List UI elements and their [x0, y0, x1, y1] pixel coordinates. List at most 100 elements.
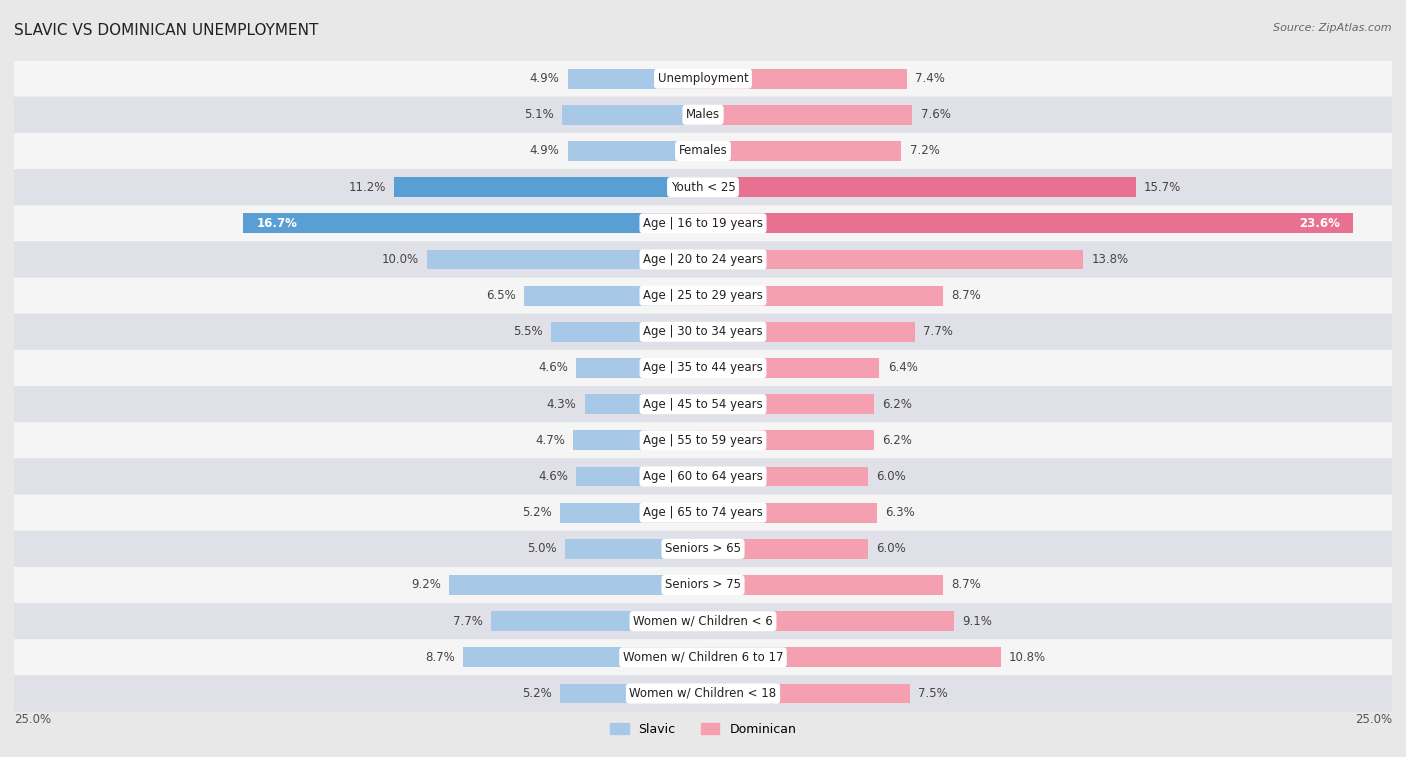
FancyBboxPatch shape [0, 350, 1406, 386]
Text: Youth < 25: Youth < 25 [671, 181, 735, 194]
FancyBboxPatch shape [0, 97, 1406, 133]
Bar [450, 575, 703, 595]
Bar [703, 394, 875, 414]
Bar [463, 647, 703, 667]
Bar [565, 539, 703, 559]
Text: 6.3%: 6.3% [884, 506, 915, 519]
Text: Age | 60 to 64 years: Age | 60 to 64 years [643, 470, 763, 483]
Bar [703, 69, 907, 89]
Text: 7.4%: 7.4% [915, 72, 945, 85]
Text: SLAVIC VS DOMINICAN UNEMPLOYMENT: SLAVIC VS DOMINICAN UNEMPLOYMENT [14, 23, 318, 38]
FancyBboxPatch shape [0, 278, 1406, 313]
Bar [568, 141, 703, 161]
FancyBboxPatch shape [0, 169, 1406, 205]
Text: 8.7%: 8.7% [950, 289, 981, 302]
FancyBboxPatch shape [0, 133, 1406, 169]
Bar [576, 358, 703, 378]
Text: Age | 16 to 19 years: Age | 16 to 19 years [643, 217, 763, 230]
FancyBboxPatch shape [0, 494, 1406, 531]
Text: 7.2%: 7.2% [910, 145, 939, 157]
Text: 10.0%: 10.0% [382, 253, 419, 266]
FancyBboxPatch shape [0, 422, 1406, 459]
Text: 6.5%: 6.5% [486, 289, 516, 302]
Text: Seniors > 65: Seniors > 65 [665, 542, 741, 556]
Text: Women w/ Children < 18: Women w/ Children < 18 [630, 687, 776, 700]
Bar [703, 322, 915, 341]
Text: 23.6%: 23.6% [1299, 217, 1340, 230]
Bar [574, 431, 703, 450]
Text: 4.6%: 4.6% [538, 362, 568, 375]
Text: 5.0%: 5.0% [527, 542, 557, 556]
Bar [551, 322, 703, 341]
Bar [703, 213, 1354, 233]
Bar [703, 141, 901, 161]
FancyBboxPatch shape [0, 567, 1406, 603]
Text: 4.7%: 4.7% [536, 434, 565, 447]
FancyBboxPatch shape [0, 241, 1406, 278]
Bar [703, 358, 879, 378]
Text: 11.2%: 11.2% [349, 181, 387, 194]
Text: 7.5%: 7.5% [918, 687, 948, 700]
FancyBboxPatch shape [0, 313, 1406, 350]
Bar [703, 431, 875, 450]
Bar [703, 285, 943, 306]
FancyBboxPatch shape [0, 61, 1406, 97]
Bar [562, 105, 703, 125]
Bar [703, 647, 1001, 667]
Bar [560, 684, 703, 703]
Text: Age | 20 to 24 years: Age | 20 to 24 years [643, 253, 763, 266]
Text: 6.2%: 6.2% [882, 397, 912, 410]
Text: 9.1%: 9.1% [962, 615, 991, 628]
Text: Age | 35 to 44 years: Age | 35 to 44 years [643, 362, 763, 375]
Bar [703, 250, 1083, 269]
Text: 4.9%: 4.9% [530, 145, 560, 157]
Text: 25.0%: 25.0% [14, 713, 51, 727]
Bar [585, 394, 703, 414]
FancyBboxPatch shape [0, 639, 1406, 675]
Text: 10.8%: 10.8% [1010, 651, 1046, 664]
Text: 16.7%: 16.7% [256, 217, 298, 230]
Text: 9.2%: 9.2% [412, 578, 441, 591]
FancyBboxPatch shape [0, 459, 1406, 494]
Bar [568, 69, 703, 89]
Text: 8.7%: 8.7% [950, 578, 981, 591]
Text: 7.6%: 7.6% [921, 108, 950, 121]
Bar [703, 105, 912, 125]
Text: 4.3%: 4.3% [547, 397, 576, 410]
Text: 13.8%: 13.8% [1091, 253, 1129, 266]
Text: Age | 55 to 59 years: Age | 55 to 59 years [643, 434, 763, 447]
Bar [703, 611, 953, 631]
Text: Source: ZipAtlas.com: Source: ZipAtlas.com [1274, 23, 1392, 33]
FancyBboxPatch shape [0, 531, 1406, 567]
FancyBboxPatch shape [0, 603, 1406, 639]
Text: 5.1%: 5.1% [524, 108, 554, 121]
Bar [491, 611, 703, 631]
Bar [427, 250, 703, 269]
Text: Women w/ Children < 6: Women w/ Children < 6 [633, 615, 773, 628]
Text: 4.9%: 4.9% [530, 72, 560, 85]
Text: 6.2%: 6.2% [882, 434, 912, 447]
Bar [576, 466, 703, 487]
FancyBboxPatch shape [0, 386, 1406, 422]
Bar [394, 177, 703, 197]
Text: 5.2%: 5.2% [522, 687, 551, 700]
Text: 6.0%: 6.0% [876, 542, 907, 556]
Bar [560, 503, 703, 522]
Text: 5.2%: 5.2% [522, 506, 551, 519]
Text: 5.5%: 5.5% [513, 326, 543, 338]
Text: Females: Females [679, 145, 727, 157]
Text: Seniors > 75: Seniors > 75 [665, 578, 741, 591]
Text: 6.4%: 6.4% [887, 362, 918, 375]
Bar [703, 177, 1136, 197]
Legend: Slavic, Dominican: Slavic, Dominican [605, 718, 801, 741]
Bar [524, 285, 703, 306]
Bar [703, 539, 869, 559]
Text: Women w/ Children 6 to 17: Women w/ Children 6 to 17 [623, 651, 783, 664]
Text: Age | 65 to 74 years: Age | 65 to 74 years [643, 506, 763, 519]
Bar [243, 213, 703, 233]
Text: Age | 30 to 34 years: Age | 30 to 34 years [643, 326, 763, 338]
Text: Males: Males [686, 108, 720, 121]
Text: Age | 45 to 54 years: Age | 45 to 54 years [643, 397, 763, 410]
Text: 6.0%: 6.0% [876, 470, 907, 483]
Bar [703, 503, 876, 522]
